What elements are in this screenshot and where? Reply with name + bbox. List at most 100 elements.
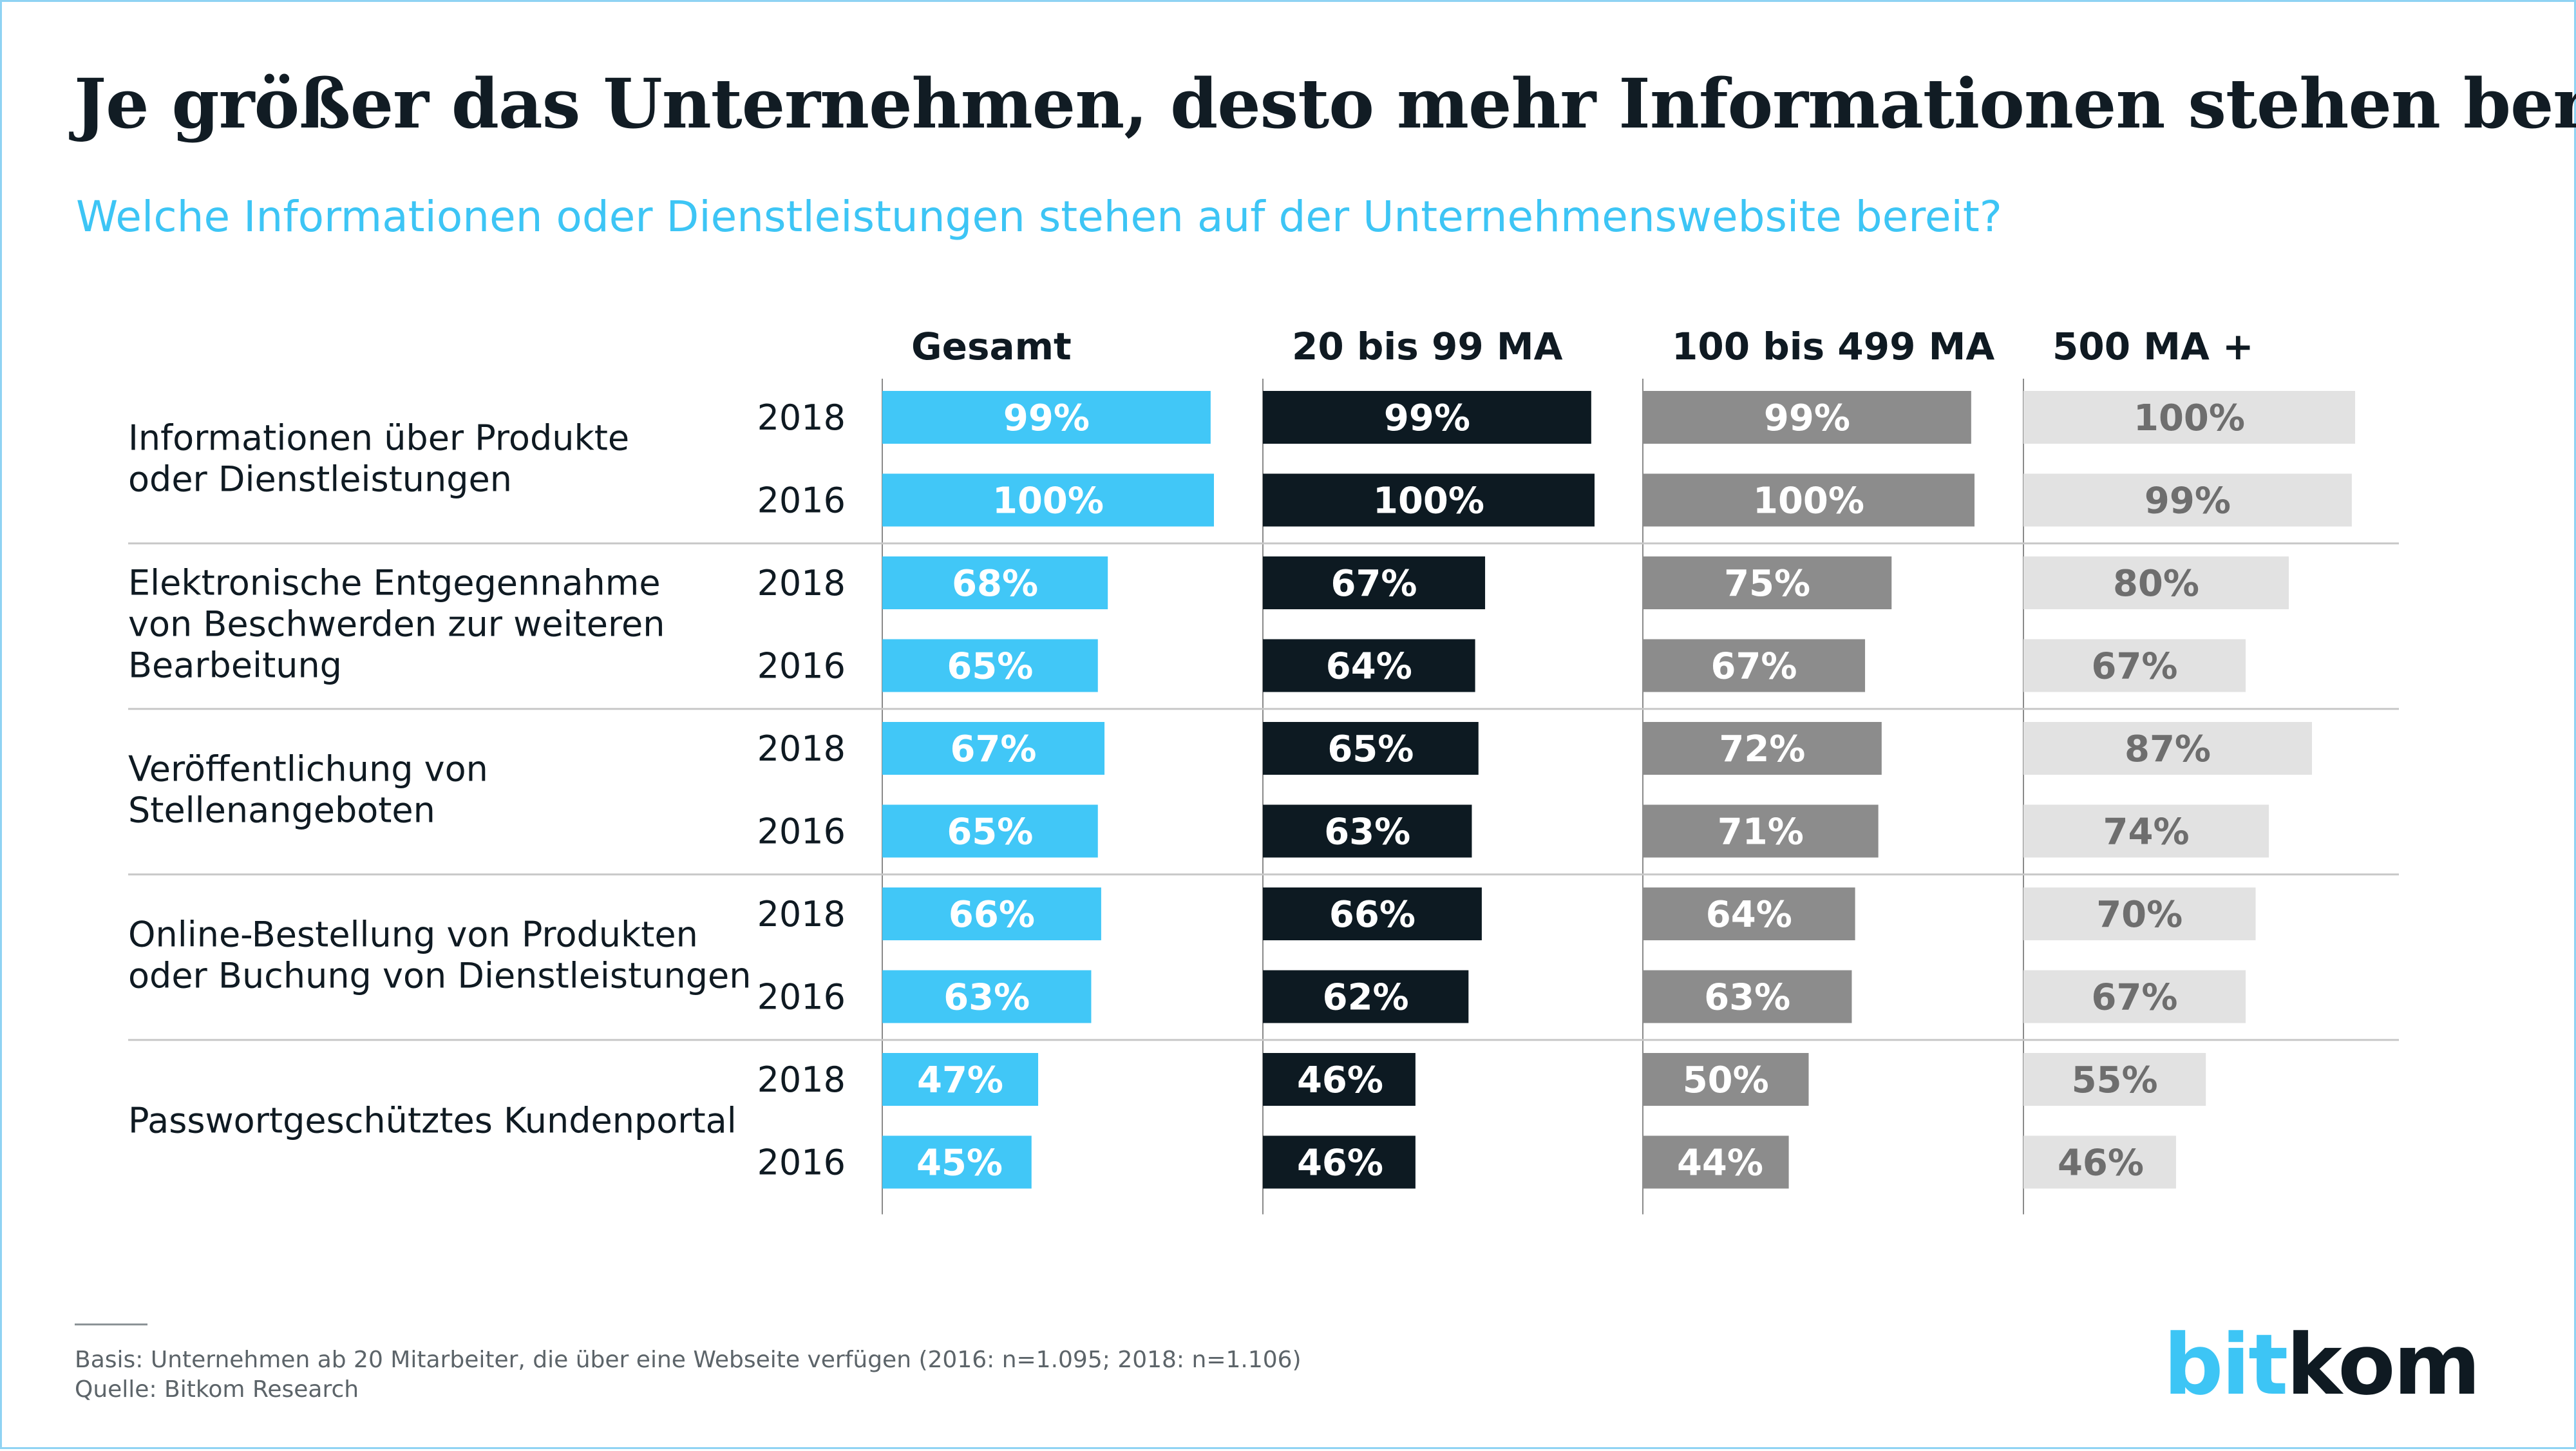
bar-gesamt: [882, 1135, 1032, 1189]
bar-value-label: 99%: [1764, 397, 1850, 439]
year-label: 2016: [757, 811, 846, 852]
bar-ma-500: [2023, 1053, 2206, 1106]
bar-value-label: 55%: [2072, 1059, 2158, 1101]
bar-value-label: 64%: [1706, 894, 1792, 936]
bar-gesamt: [882, 473, 1214, 527]
bar-value-label: 87%: [2125, 728, 2211, 770]
year-label: 2018: [757, 397, 846, 438]
bar-value-label: 64%: [1326, 646, 1412, 688]
bar-gesamt: [882, 887, 1101, 940]
bar-ma-20-99: [1263, 556, 1486, 609]
year-label: 2018: [757, 1059, 846, 1100]
bar-ma-500: [2023, 556, 2289, 609]
bar-gesamt: [882, 556, 1108, 609]
bar-ma-100-499: [1643, 722, 1882, 775]
group-label: Elektronische Entgegennahme: [128, 562, 661, 603]
bar-ma-100-499: [1643, 639, 1866, 692]
bar-ma-20-99: [1263, 1135, 1416, 1189]
bar-value-label: 99%: [1384, 397, 1470, 439]
group-label: oder Buchung von Dienstleistungen: [128, 955, 751, 996]
year-label: 2018: [757, 894, 846, 934]
bar-gesamt: [882, 1053, 1039, 1106]
bar-value-label: 68%: [952, 563, 1038, 605]
bar-value-label: 45%: [916, 1143, 1003, 1184]
bar-value-label: 72%: [1719, 728, 1805, 770]
group-label: von Beschwerden zur weiteren: [128, 603, 665, 644]
bar-value-label: 46%: [1297, 1143, 1383, 1184]
bar-ma-20-99: [1263, 639, 1475, 692]
year-label: 2016: [757, 646, 846, 687]
logo-part-bit: bit: [2163, 1316, 2289, 1414]
bar-ma-20-99: [1263, 970, 1469, 1023]
bar-ma-100-499: [1643, 1135, 1789, 1189]
bar-value-label: 63%: [1324, 811, 1410, 853]
bar-ma-100-499: [1643, 1053, 1809, 1106]
bar-value-label: 67%: [951, 728, 1037, 770]
bar-gesamt: [882, 804, 1098, 858]
bar-value-label: 65%: [947, 811, 1033, 853]
bar-value-label: 80%: [2113, 563, 2199, 605]
bar-value-label: 65%: [1327, 728, 1414, 770]
group-label: Bearbeitung: [128, 645, 342, 685]
year-label: 2016: [757, 480, 846, 521]
bar-value-label: 100%: [992, 480, 1104, 522]
group-label: Online-Bestellung von Produkten: [128, 914, 698, 954]
bar-value-label: 99%: [1003, 397, 1090, 439]
bar-value-label: 66%: [1329, 894, 1416, 936]
bar-gesamt: [882, 391, 1211, 444]
bar-value-label: 47%: [917, 1059, 1003, 1101]
bar-gesamt: [882, 722, 1105, 775]
bar-value-label: 100%: [1753, 480, 1864, 522]
group-label: Informationen über Produkte: [128, 417, 629, 458]
bar-ma-500: [2023, 1135, 2176, 1189]
bar-value-label: 67%: [2092, 977, 2178, 1019]
bar-value-label: 71%: [1718, 811, 1804, 853]
group-label: Veröffentlichung von: [128, 748, 488, 789]
bar-value-label: 46%: [1297, 1059, 1383, 1101]
column-header-gesamt: Gesamt: [911, 325, 1072, 368]
bar-value-label: 66%: [949, 894, 1035, 936]
bar-ma-500: [2023, 639, 2246, 692]
bar-value-label: 67%: [1331, 563, 1417, 605]
bar-value-label: 100%: [1373, 480, 1484, 522]
bar-value-label: 67%: [1711, 646, 1797, 688]
bar-ma-20-99: [1263, 804, 1472, 858]
chart-title: Je größer das Unternehmen, desto mehr In…: [74, 63, 2576, 144]
year-label: 2018: [757, 563, 846, 603]
bar-ma-100-499: [1643, 556, 1892, 609]
bar-ma-500: [2023, 804, 2269, 858]
bar-ma-100-499: [1643, 391, 1971, 444]
group-label: oder Dienstleistungen: [128, 459, 512, 499]
bar-value-label: 62%: [1323, 977, 1409, 1019]
column-header-ma-20-99: 20 bis 99 MA: [1292, 325, 1563, 368]
bar-ma-20-99: [1263, 887, 1482, 940]
group-label: Passwortgeschütztes Kundenportal: [128, 1100, 737, 1141]
bitkom-logo: bitkom: [2163, 1316, 2481, 1414]
bar-value-label: 70%: [2096, 894, 2183, 936]
column-header-ma-100-499: 100 bis 499 MA: [1672, 325, 1994, 368]
bar-ma-100-499: [1643, 970, 1852, 1023]
bar-value-label: 100%: [2134, 397, 2245, 439]
bar-ma-500: [2023, 887, 2256, 940]
footnote-source: Quelle: Bitkom Research: [75, 1376, 359, 1403]
bar-ma-20-99: [1263, 1053, 1416, 1106]
bar-value-label: 65%: [947, 646, 1033, 688]
bar-value-label: 44%: [1677, 1143, 1763, 1184]
bar-ma-500: [2023, 722, 2313, 775]
bar-value-label: 46%: [2058, 1143, 2144, 1184]
bar-ma-100-499: [1643, 473, 1975, 527]
bar-gesamt: [882, 639, 1098, 692]
logo-part-kom: kom: [2286, 1316, 2481, 1414]
bar-ma-500: [2023, 473, 2352, 527]
bar-value-label: 67%: [2092, 646, 2178, 688]
group-label: Stellenangeboten: [128, 790, 435, 830]
bar-gesamt: [882, 970, 1092, 1023]
bar-ma-20-99: [1263, 722, 1479, 775]
bar-value-label: 75%: [1724, 563, 1810, 605]
footnote-basis: Basis: Unternehmen ab 20 Mitarbeiter, di…: [75, 1347, 1302, 1373]
footnote-divider: [75, 1323, 147, 1325]
year-label: 2016: [757, 1143, 846, 1183]
bar-value-label: 99%: [2145, 480, 2231, 522]
